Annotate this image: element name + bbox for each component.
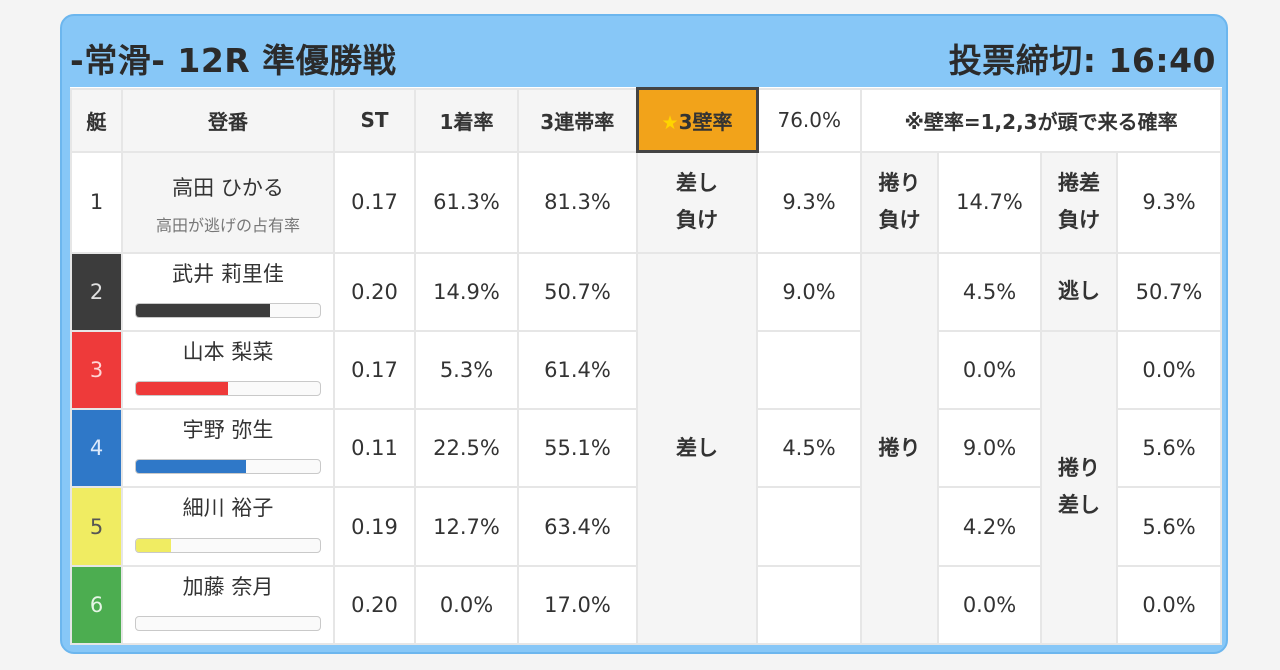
makuri-value: 4.2% [937, 486, 1042, 567]
st-value: 0.20 [333, 251, 416, 332]
col-st: ST [333, 87, 416, 153]
first-rate-value: 5.3% [414, 329, 519, 411]
racer-cell: 高田 ひかる 高田が逃げの占有率 [121, 150, 335, 254]
racer-cell: 武井 莉里佳 [121, 251, 335, 332]
col-boat: 艇 [70, 87, 123, 153]
makuri-value: 0.0% [937, 329, 1042, 411]
st-value: 0.19 [333, 486, 416, 567]
racer-name: 山本 梨菜 [182, 339, 274, 364]
nige-label: 逃し [1040, 251, 1118, 332]
rate-bar [135, 302, 321, 318]
rate-bar [135, 459, 321, 475]
sashi-make-value: 9.3% [756, 150, 862, 254]
makurizashi-make-label: 捲差 負け [1040, 150, 1118, 254]
racer-cell: 細川 裕子 [121, 486, 335, 567]
table-row: 6 加藤 奈月 0.20 0.0% 17.0% 0.0% 0.0% [70, 564, 1223, 646]
st-value: 0.17 [333, 150, 416, 254]
makuri-make-text: 捲り 負け [878, 171, 921, 233]
racer-name: 宇野 弥生 [182, 418, 274, 443]
makurizashi-value: 0.0% [1115, 329, 1223, 411]
makurizashi-value: 0.0% [1115, 564, 1223, 646]
makuri-value: 4.5% [937, 251, 1042, 332]
racer-cell: 山本 梨菜 [121, 329, 335, 411]
makuri-make-label: 捲り 負け [860, 150, 939, 254]
makurizashi-text: 捲り 差し [1058, 456, 1100, 518]
col-name: 登番 [121, 87, 335, 153]
racer-name: 武井 莉里佳 [172, 261, 284, 286]
rate-bar [135, 381, 321, 397]
third-rate-value: 55.1% [517, 408, 638, 489]
sashi-value-empty [756, 486, 862, 567]
makurizashi-make-text: 捲差 負け [1058, 171, 1100, 233]
table-row: 4 宇野 弥生 0.11 22.5% 55.1% 4.5% 9.0% 5.6% [70, 408, 1223, 489]
makurizashi-label: 捲り 差し [1040, 329, 1118, 646]
sashi-make-text: 差し 負け [676, 171, 718, 233]
race-card: -常滑- 12R 準優勝戦 投票締切: 16:40 艇 登番 ST 1着率 3連… [60, 14, 1228, 654]
boat-number: 1 [70, 150, 123, 254]
first-rate-value: 12.7% [414, 486, 519, 567]
first-rate-value: 14.9% [414, 251, 519, 332]
boat-number: 6 [70, 564, 123, 646]
rate-bar-fill [136, 460, 247, 474]
makuri-value: 9.0% [937, 408, 1042, 489]
rate-bar-fill [136, 382, 228, 396]
wall-rate-value: 76.0% [756, 87, 862, 153]
st-value: 0.17 [333, 329, 416, 411]
escape-share-note: 高田が逃げの占有率 [155, 216, 300, 236]
col-third-rate: 3連帯率 [517, 87, 638, 153]
makuri-value: 0.0% [937, 564, 1042, 646]
rate-bar [135, 537, 321, 553]
first-rate-value: 61.3% [414, 150, 519, 254]
st-value: 0.20 [333, 564, 416, 646]
wall-rate-note: ※壁率=1,2,3が頭で来る確率 [859, 87, 1223, 153]
makurizashi-value: 5.6% [1115, 486, 1223, 567]
third-rate-value: 63.4% [517, 486, 638, 567]
racer-cell: 宇野 弥生 [121, 408, 335, 489]
wall-rate-text: 3壁率 [678, 109, 733, 134]
st-value: 0.11 [333, 408, 416, 489]
racer-name: 高田 ひかる [172, 176, 284, 201]
rate-bar [135, 616, 321, 631]
sashi-make-label: 差し 負け [636, 150, 758, 254]
table-row: 5 細川 裕子 0.19 12.7% 63.4% 4.2% 5.6% [70, 486, 1223, 567]
vote-deadline: 投票締切: 16:40 [948, 41, 1216, 80]
table-header-row: 艇 登番 ST 1着率 3連帯率 ★3壁率 76.0% ※壁率=1,2,3が頭で… [70, 86, 1223, 154]
table-row: 3 山本 梨菜 0.17 5.3% 61.4% 0.0% 捲り 差し 0.0% [70, 329, 1223, 646]
third-rate-value: 50.7% [517, 251, 638, 332]
table-row: 2 武井 莉里佳 0.20 14.9% 50.7% 差し 9.0% 捲り 4.5… [70, 251, 1223, 646]
third-rate-value: 61.4% [517, 329, 638, 411]
sashi-value-empty [756, 329, 862, 411]
first-rate-value: 22.5% [414, 408, 519, 489]
makuri-make-value: 14.7% [937, 150, 1042, 254]
racer-name: 加藤 奈月 [182, 574, 274, 599]
table-row: 1 高田 ひかる 高田が逃げの占有率 0.17 61.3% 81.3% 差し 負… [70, 150, 1223, 254]
star-icon: ★ [661, 111, 679, 134]
col-first-rate: 1着率 [414, 87, 519, 153]
sashi-value: 9.0% [756, 251, 862, 332]
nige-value: 50.7% [1115, 251, 1223, 332]
sashi-label: 差し [636, 251, 758, 646]
first-rate-value: 0.0% [414, 564, 519, 646]
sashi-value-empty [756, 564, 862, 646]
boat-number: 5 [70, 486, 123, 567]
boat-number: 2 [70, 251, 123, 332]
race-title: -常滑- 12R 準優勝戦 [70, 41, 397, 80]
boat-number: 3 [70, 329, 123, 411]
third-rate-value: 81.3% [517, 150, 638, 254]
rate-bar-fill [136, 303, 271, 317]
makurizashi-make-value: 9.3% [1115, 150, 1223, 254]
racer-name: 細川 裕子 [182, 496, 274, 521]
makuri-label: 捲り [860, 251, 939, 646]
boat-number: 4 [70, 408, 123, 489]
third-rate-value: 17.0% [517, 564, 638, 646]
wall-rate-label: ★3壁率 [635, 86, 759, 154]
racer-cell: 加藤 奈月 [121, 564, 335, 646]
sashi-value: 4.5% [756, 408, 862, 489]
rate-bar-fill [136, 538, 171, 552]
racer-table: 艇 登番 ST 1着率 3連帯率 ★3壁率 76.0% ※壁率=1,2,3が頭で… [70, 86, 1223, 646]
makurizashi-value: 5.6% [1115, 408, 1223, 489]
